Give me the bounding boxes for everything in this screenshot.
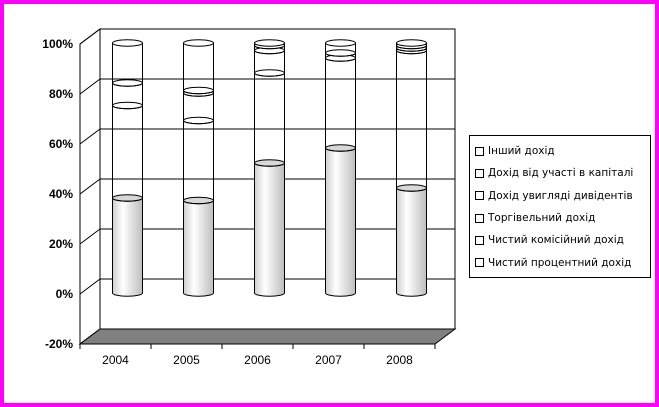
x-category-label: 2008 (386, 353, 413, 367)
legend-label: Дохід увигляді дивідентів (488, 189, 633, 202)
bar-segment (325, 39, 356, 57)
bar-segment (183, 39, 214, 95)
bar-segment (254, 39, 285, 50)
legend-swatch (475, 258, 484, 268)
legend-swatch (475, 213, 484, 223)
bar-segment (112, 194, 143, 297)
bar-segment (112, 39, 143, 87)
gridline-side (79, 178, 101, 195)
bar-segment (396, 184, 427, 297)
floor (78, 328, 457, 345)
y-tick-label: 80% (49, 87, 73, 101)
gridline-side (79, 128, 101, 145)
legend-item: Чистий процентний дохід (470, 251, 650, 273)
legend-swatch (475, 235, 484, 245)
y-tick-label: 40% (49, 187, 73, 201)
legend: Інший дохід Дохід від участі в капіталі До… (469, 135, 651, 278)
x-category-label: 2005 (173, 353, 200, 367)
legend-label: Чистий процентний дохід (488, 256, 632, 269)
y-tick-label: 100% (42, 37, 73, 51)
legend-item: Інший дохід (470, 140, 650, 162)
x-category-label: 2007 (315, 353, 342, 367)
legend-item: Чистий комісійний дохід (470, 229, 650, 251)
legend-item: Дохід увигляді дивідентів (470, 185, 650, 207)
legend-swatch (475, 168, 484, 178)
legend-swatch (475, 146, 484, 156)
y-tick-label: 20% (49, 237, 73, 251)
legend-item: Торгівельний дохід (470, 207, 650, 229)
bar-segment (325, 144, 356, 297)
legend-label: Чистий комісійний дохід (488, 234, 624, 247)
gridline-side (79, 228, 101, 245)
legend-swatch (475, 191, 484, 201)
y-tick-label: 60% (49, 137, 73, 151)
chart-plot: -20% 0% 20% 40% 60% 80% 100% 2004 2005 2006 2007 20… (42, 28, 457, 367)
bar-segment (254, 159, 285, 297)
legend-label: Дохід від участі в капіталі (488, 167, 634, 180)
gridline-side (79, 28, 101, 45)
legend-label: Торгівельний дохід (488, 212, 596, 225)
legend-item: Дохід від участі в капіталі (470, 162, 650, 184)
legend-label: Інший дохід (488, 145, 555, 158)
x-category-label: 2006 (244, 353, 271, 367)
gridline-side (79, 78, 101, 95)
y-tick-label: -20% (45, 337, 73, 351)
y-tick-label: 0% (56, 287, 74, 301)
bar-segment (396, 39, 427, 50)
x-category-label: 2004 (102, 353, 129, 367)
bar-segment (183, 196, 214, 297)
gridline-side (79, 278, 101, 295)
